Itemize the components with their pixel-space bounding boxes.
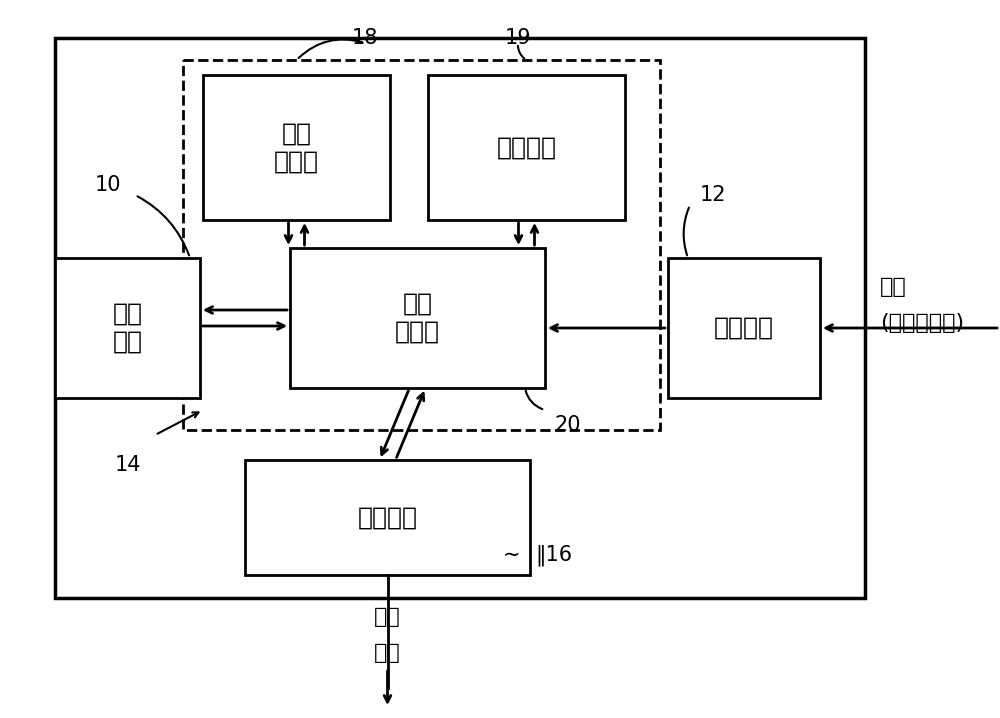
Text: ∼: ∼	[503, 545, 520, 565]
Bar	[245, 460, 530, 575]
Text: 程序: 程序	[374, 643, 400, 663]
Text: 路径
生成器: 路径 生成器	[395, 292, 440, 344]
Text: 14: 14	[115, 455, 142, 475]
Text: 接收部分: 接收部分	[714, 316, 774, 340]
Text: 12: 12	[700, 185, 726, 205]
Bar	[203, 75, 390, 220]
Text: 数据
存储: 数据 存储	[112, 302, 143, 354]
Text: 10: 10	[95, 175, 122, 195]
Text: 碰撞检测: 碰撞检测	[496, 136, 556, 159]
Bar	[668, 258, 820, 398]
Bar	[55, 258, 200, 398]
Text: 20: 20	[555, 415, 582, 435]
Text: 编程部分: 编程部分	[358, 505, 418, 529]
Text: 19: 19	[505, 28, 531, 48]
Bar	[183, 60, 660, 430]
Text: ‖16: ‖16	[535, 545, 572, 567]
Bar	[428, 75, 625, 220]
Text: 位置
生成器: 位置 生成器	[274, 121, 319, 174]
Text: 位置: 位置	[880, 277, 907, 297]
Bar	[55, 38, 865, 598]
Text: 返回: 返回	[374, 607, 400, 627]
Text: (停止，重启): (停止，重启)	[880, 313, 964, 333]
Bar	[290, 248, 545, 388]
Text: 18: 18	[352, 28, 378, 48]
